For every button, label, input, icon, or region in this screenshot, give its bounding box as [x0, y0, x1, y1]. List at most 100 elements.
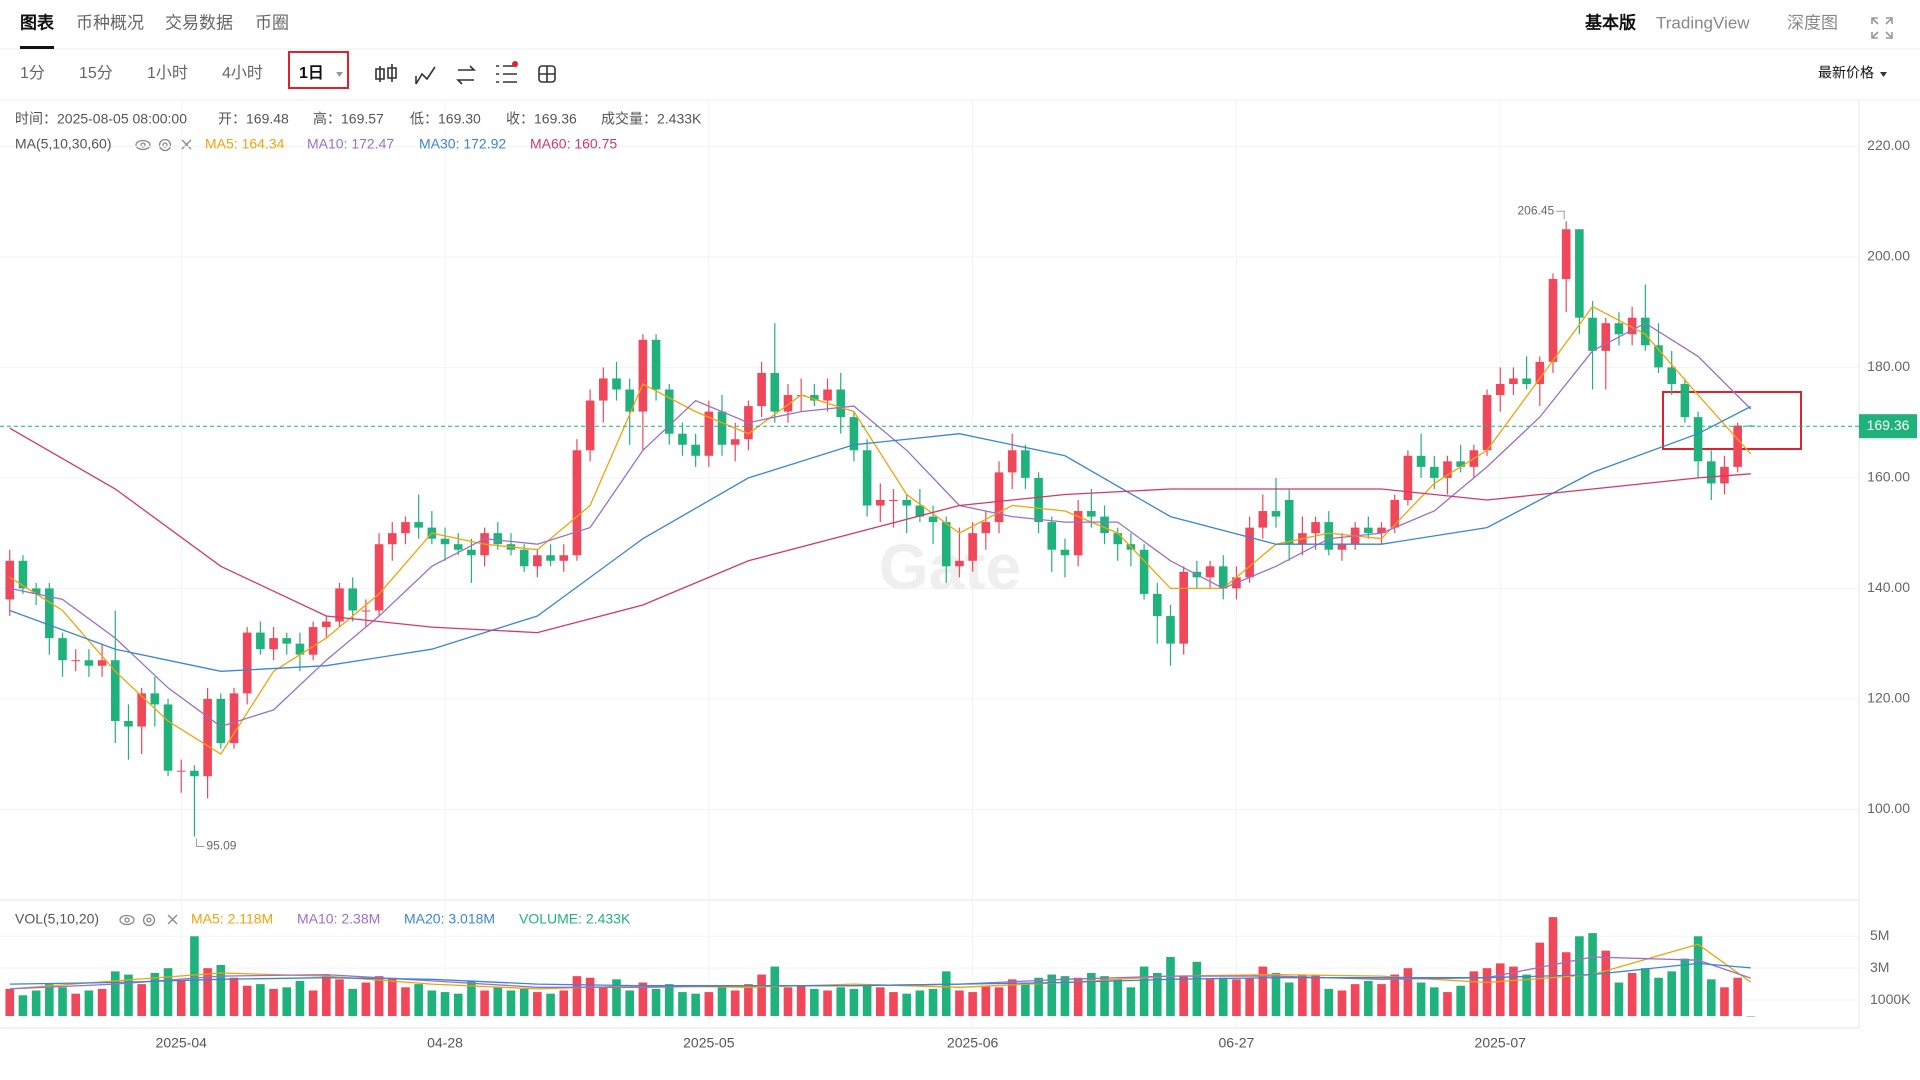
volume-bar — [1416, 982, 1426, 1016]
volume-bar — [625, 990, 634, 1016]
nav-tab[interactable]: 图表 — [20, 12, 55, 32]
nav-tab[interactable]: 交易数据 — [165, 13, 233, 32]
volume-bar — [757, 974, 766, 1016]
candle-body — [282, 638, 292, 644]
volume-current: VOLUME: 2.433K — [519, 911, 631, 927]
x-tick-label: 06-27 — [1219, 1035, 1255, 1051]
volume-bar — [295, 980, 305, 1016]
volume-bar — [1429, 987, 1439, 1016]
nav-right-link[interactable]: TradingView — [1656, 13, 1750, 32]
volume-bar — [401, 987, 410, 1016]
ma-legend: MA30: 172.92 — [419, 136, 506, 152]
volume-bar — [480, 990, 489, 1016]
volume-bar — [374, 976, 384, 1016]
volume-bar — [5, 988, 15, 1016]
candle-body — [1535, 361, 1545, 384]
candle-body — [546, 555, 555, 561]
price-mode[interactable]: 最新价格 — [1818, 65, 1874, 81]
candle-body — [401, 522, 410, 534]
interval-button[interactable]: 1日 — [299, 64, 324, 82]
volume-bar — [704, 992, 714, 1016]
nav-right-link[interactable]: 深度图 — [1787, 13, 1838, 32]
dropdown-arrow — [336, 72, 343, 77]
volume-tick-label: 3M — [1870, 959, 1889, 975]
interval-button[interactable]: 4小时 — [222, 64, 263, 82]
volume-bar — [770, 966, 780, 1016]
volume-bar — [1139, 966, 1149, 1016]
volume-bar — [176, 980, 186, 1016]
volume-bar — [546, 993, 555, 1016]
swap-icon[interactable] — [456, 65, 476, 85]
volume-bar — [1641, 968, 1650, 1016]
nav-tab[interactable]: 币种概况 — [76, 13, 144, 32]
volume-bar — [256, 984, 265, 1016]
ma-legend-icons — [119, 138, 192, 927]
candle-body — [572, 450, 582, 556]
volume-bar — [348, 988, 358, 1016]
interval-button[interactable]: 15分 — [79, 64, 113, 82]
volume-bar — [242, 985, 252, 1016]
volume-bar — [994, 987, 1004, 1016]
volume-bar — [1060, 976, 1070, 1016]
indicator-icon[interactable] — [415, 66, 436, 85]
candle-body — [1416, 455, 1426, 467]
fullscreen-icon[interactable] — [1871, 17, 1893, 39]
volume-bar — [493, 987, 503, 1016]
candle-body — [374, 544, 384, 611]
candle-body — [915, 505, 925, 517]
ohlc-info: 时间：2025-08-05 08:00:00 — [15, 111, 187, 127]
candle-body — [1601, 323, 1611, 351]
volume-bar — [427, 990, 437, 1016]
nav-right-link[interactable]: 基本版 — [1584, 12, 1636, 32]
candle-body — [229, 693, 239, 744]
volume-bar — [1337, 990, 1347, 1016]
nav-tab[interactable]: 币圈 — [255, 13, 289, 32]
volume-bar — [1126, 987, 1136, 1016]
candle-icon[interactable] — [375, 64, 397, 82]
candle-body — [322, 621, 331, 628]
candle-body — [823, 389, 832, 401]
candle-body — [1443, 461, 1452, 478]
interval-button[interactable]: 1分 — [20, 64, 45, 82]
volume-bar — [1456, 985, 1465, 1016]
candle-body — [1641, 317, 1650, 346]
candle-body — [110, 660, 120, 721]
candle-body — [71, 660, 81, 662]
volume-bar — [335, 979, 344, 1016]
candle-body — [440, 538, 450, 545]
high-label: 206.45 — [1517, 203, 1554, 217]
toolbar-icons — [375, 64, 556, 85]
list-icon[interactable] — [496, 65, 517, 83]
volume-bar — [1469, 971, 1479, 1016]
volume-ma-line — [9, 962, 1751, 987]
ma-line — [9, 427, 1751, 634]
candle-body — [1482, 395, 1492, 451]
volume-ma-legend: MA5: 2.118M — [191, 911, 273, 927]
x-tick-label: 2025-05 — [683, 1035, 735, 1051]
volume-bar — [717, 985, 727, 1016]
x-tick-label: 2025-06 — [947, 1035, 999, 1051]
volume-bar — [559, 990, 569, 1016]
candle-body — [137, 693, 146, 727]
candle-body — [295, 643, 305, 655]
volume-bar — [572, 976, 582, 1016]
candle-body — [1073, 511, 1083, 556]
ohlc-info: 开：169.48 — [218, 111, 289, 127]
volume-bar — [1350, 984, 1360, 1016]
y-tick-label: 100.00 — [1867, 800, 1910, 816]
interval-button[interactable]: 1小时 — [147, 64, 188, 82]
volume-ma-line — [9, 943, 1752, 990]
volume-bar — [137, 984, 146, 1016]
volume-bar — [941, 971, 951, 1016]
volume-bar — [216, 964, 226, 1016]
candle-body — [45, 588, 54, 639]
volume-bar — [45, 984, 54, 1016]
candle-body — [849, 417, 859, 451]
y-tick-label: 180.00 — [1867, 358, 1910, 374]
candle-body — [150, 693, 160, 705]
candle-body — [691, 444, 700, 456]
volume-bar — [1192, 961, 1202, 1016]
candle-body — [783, 395, 793, 412]
candle-body — [1258, 511, 1268, 528]
candle-body — [559, 555, 569, 561]
